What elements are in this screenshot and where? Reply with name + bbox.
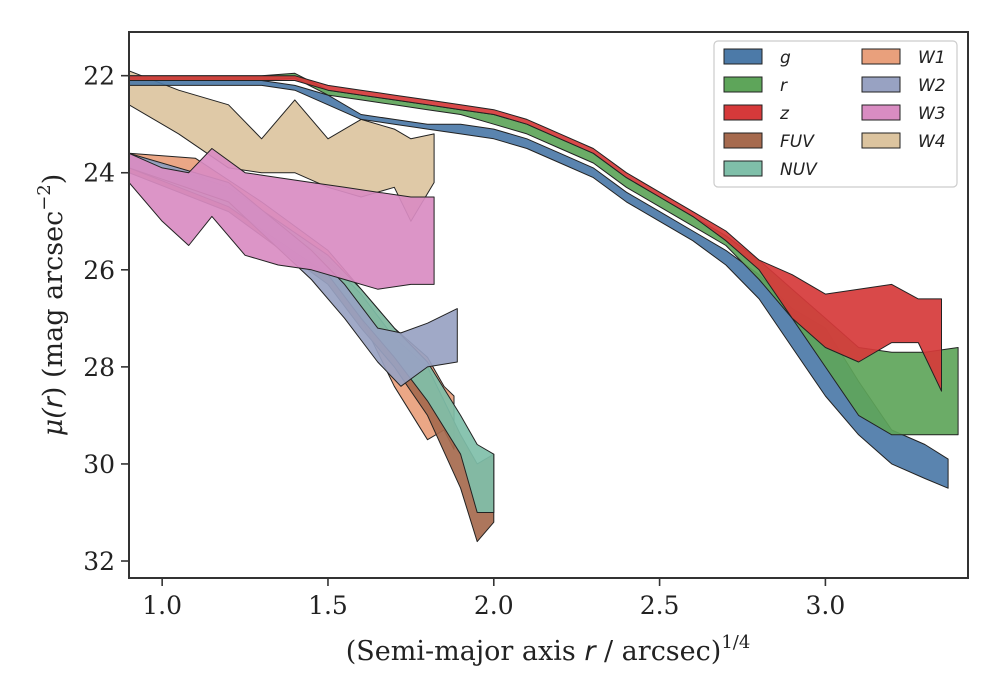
legend-items: grz FUV NUV W1 W2 W3 W4 [723, 48, 946, 180]
legend-swatch-w3 [861, 104, 901, 121]
legend-swatch-z [723, 104, 763, 121]
legend-label-w1: W1 [918, 48, 946, 68]
y-tick-label: 28 [83, 353, 115, 382]
x-tick-label: 2.0 [474, 591, 514, 620]
y-ticks: 22 24 26 28 30 32 [83, 62, 129, 576]
series-layer [129, 70, 959, 543]
y-tick-label: 24 [83, 159, 115, 188]
x-tick-label: 1.5 [308, 591, 348, 620]
legend-label-w3: W3 [918, 104, 946, 124]
legend-swatch-r [723, 76, 763, 93]
band-z [129, 75, 942, 392]
x-tick-label: 2.5 [640, 591, 680, 620]
legend-swatch-w2 [861, 76, 901, 93]
y-tick-label: 22 [83, 62, 115, 91]
y-tick-label: 32 [83, 547, 115, 576]
legend-label-g: g [780, 48, 791, 68]
legend-label-w2: W2 [918, 76, 946, 96]
y-tick-label: 26 [83, 256, 115, 285]
legend-label-r: r [780, 76, 788, 96]
plot-frame [128, 31, 969, 579]
band-g [129, 80, 949, 489]
x-ticks: 1.0 1.5 2.0 2.5 3.0 [142, 578, 845, 620]
x-tick-label: 3.0 [806, 591, 846, 620]
legend-swatch-g [723, 48, 763, 65]
legend-label-w4: W4 [918, 132, 946, 152]
legend-label-fuv: FUV [780, 132, 815, 152]
x-tick-label: 1.0 [142, 591, 182, 620]
band-w3 [129, 148, 435, 290]
x-axis-label: (Semi-major axis r / arcsec)1/4 [346, 632, 751, 667]
legend-swatch-w4 [861, 132, 901, 149]
legend-label-nuv: NUV [780, 160, 818, 180]
legend: grz FUV NUV W1 W2 W3 W4 [713, 40, 958, 188]
legend-swatch-nuv [723, 160, 763, 177]
y-tick-label: 30 [83, 450, 115, 479]
legend-swatch-w1 [861, 48, 901, 65]
legend-swatch-fuv [723, 132, 763, 149]
legend-label-z: z [779, 104, 790, 124]
y-axis-label: μ(r) (mag arcsec−2) [34, 174, 69, 437]
